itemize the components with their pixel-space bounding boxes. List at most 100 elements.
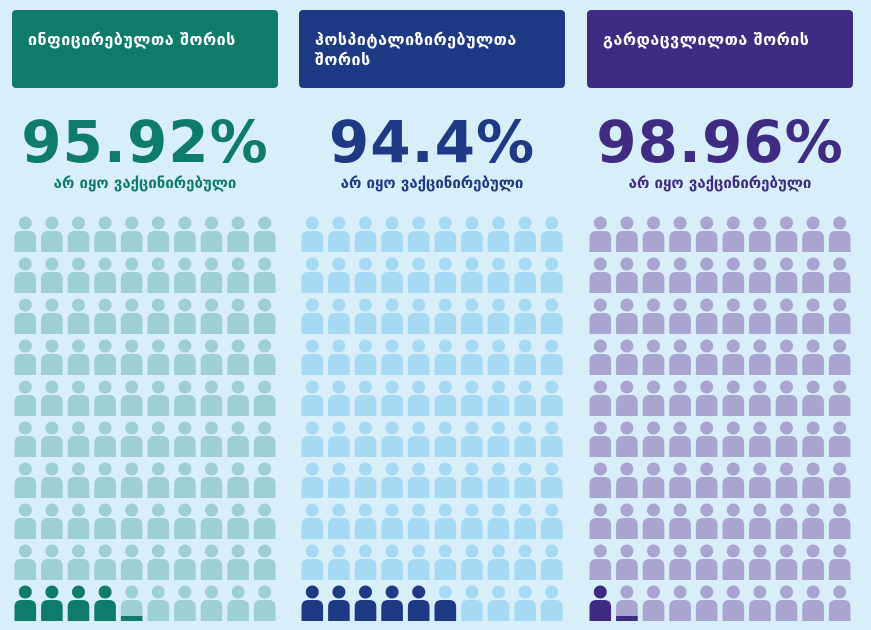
person-icon <box>120 298 143 334</box>
icon-head <box>385 544 399 558</box>
person-icon <box>67 380 90 416</box>
icon-head <box>151 503 165 517</box>
icon-head <box>125 585 139 599</box>
percentage: 94.4% <box>328 108 536 176</box>
icon-body <box>695 559 718 580</box>
icon-body <box>749 231 771 252</box>
icon-head <box>45 585 59 599</box>
person-icon <box>514 339 536 375</box>
person-icon <box>434 462 457 498</box>
icon-body <box>487 272 510 293</box>
person-icon <box>227 298 249 334</box>
icon-body <box>174 600 196 621</box>
icon-head <box>359 380 372 394</box>
icon-body <box>540 231 563 252</box>
person-icon <box>589 503 612 539</box>
icon-head <box>492 298 505 312</box>
icon-head <box>700 216 714 230</box>
person-icon <box>749 544 771 580</box>
icon-body <box>722 559 745 580</box>
icon-head <box>700 339 714 353</box>
person-icon <box>461 298 483 334</box>
person-icon <box>487 298 510 334</box>
icon-head <box>726 216 740 230</box>
icon-body <box>94 559 116 580</box>
icon-body <box>67 477 90 498</box>
icon-head <box>465 585 479 599</box>
icon-head <box>673 298 687 312</box>
person-icon <box>642 544 665 580</box>
icon-head <box>151 216 165 230</box>
person-icon <box>487 503 510 539</box>
icon-body <box>461 559 483 580</box>
icon-body <box>775 436 798 457</box>
icon-body <box>616 395 638 416</box>
icon-body <box>381 272 403 293</box>
icon-head <box>833 339 847 353</box>
person-icon <box>41 421 63 457</box>
icon-body <box>253 600 276 621</box>
person-icon <box>669 380 691 416</box>
icon-body <box>253 518 276 539</box>
icon-head <box>545 421 559 435</box>
icon-body <box>514 518 536 539</box>
icon-head <box>438 585 452 599</box>
icon-head <box>178 298 192 312</box>
icon-head <box>18 339 32 353</box>
icon-body <box>67 231 90 252</box>
icon-head <box>465 421 479 435</box>
icon-body <box>828 477 851 498</box>
icon-body <box>514 313 536 334</box>
icon-head <box>726 585 740 599</box>
icon-body <box>200 354 223 375</box>
person-icon <box>669 216 691 252</box>
icon-body <box>722 395 745 416</box>
icon-body <box>354 600 377 621</box>
panel-header: ინფიცირებულთა შორის <box>12 10 278 88</box>
person-icon <box>434 339 457 375</box>
person-icon <box>616 544 638 580</box>
icon-head <box>305 544 319 558</box>
person-icon <box>616 503 638 539</box>
icon-body <box>41 231 63 252</box>
icon-body <box>589 600 612 621</box>
icon-body <box>200 313 223 334</box>
person-icon <box>589 216 612 252</box>
icon-head <box>806 339 820 353</box>
icon-head <box>620 339 634 353</box>
icon-head <box>151 257 165 271</box>
icon-body <box>41 518 63 539</box>
person-icon <box>67 585 90 621</box>
icon-body <box>14 231 37 252</box>
icon-head <box>72 257 85 271</box>
icon-head <box>593 421 607 435</box>
icon-head <box>231 216 245 230</box>
icon-body <box>41 395 63 416</box>
person-icon <box>354 544 377 580</box>
icon-head <box>231 421 245 435</box>
icon-body <box>174 395 196 416</box>
icon-body <box>540 354 563 375</box>
person-icon <box>407 257 430 293</box>
icon-head <box>385 339 399 353</box>
person-icon <box>14 298 37 334</box>
person-icon <box>67 298 90 334</box>
icon-body <box>94 354 116 375</box>
icon-head <box>125 421 139 435</box>
icon-head <box>492 257 505 271</box>
icon-head <box>593 298 607 312</box>
icon-head <box>125 298 139 312</box>
person-icon <box>434 380 457 416</box>
icon-body <box>227 518 249 539</box>
icon-body <box>120 231 143 252</box>
icon-head <box>780 298 793 312</box>
person-icon <box>174 503 196 539</box>
icon-head <box>305 462 319 476</box>
icon-head <box>305 503 319 517</box>
icon-body <box>41 559 63 580</box>
icon-head <box>545 462 559 476</box>
icon-head <box>258 421 272 435</box>
person-icon <box>328 380 350 416</box>
icon-body <box>669 600 691 621</box>
person-icon <box>669 298 691 334</box>
